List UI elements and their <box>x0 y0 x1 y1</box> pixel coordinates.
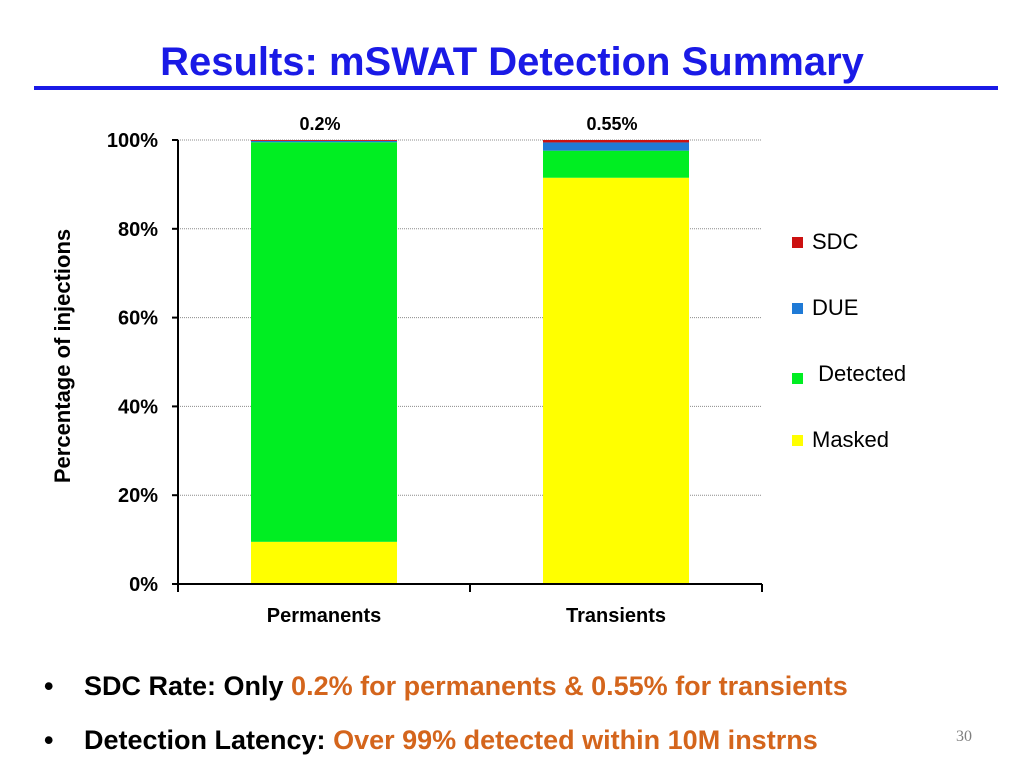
bullet-text: SDC Rate: Only 0.2% for permanents & 0.5… <box>84 668 848 704</box>
y-tick-label: 40% <box>118 396 158 418</box>
bullet-dot: • <box>44 725 54 755</box>
legend-swatch-masked <box>792 435 803 446</box>
page-number: 30 <box>956 728 972 745</box>
bar-segment-detected <box>251 142 397 542</box>
y-tick-label: 80% <box>118 219 158 241</box>
bullet-lead: SDC Rate: Only <box>84 671 292 701</box>
bar-segment-sdc <box>543 140 689 143</box>
bullet-list: • SDC Rate: Only 0.2% for permanents & 0… <box>44 668 984 776</box>
y-tick-label: 100% <box>107 130 158 152</box>
bar-segment-masked <box>543 177 689 585</box>
legend-label: Detected <box>812 361 907 386</box>
bullet-highlight: 0.2% for permanents & 0.55% for transien… <box>291 671 848 701</box>
y-tick-label: 20% <box>118 485 158 507</box>
data-label: 0.2% <box>299 114 340 134</box>
bar-segment-detected <box>543 150 689 178</box>
slide-title: Results: mSWAT Detection Summary <box>160 40 864 84</box>
legend-swatch-due <box>792 303 803 314</box>
legend-swatch-detected <box>792 373 803 384</box>
bullet-text: Detection Latency: Over 99% detected wit… <box>84 722 818 758</box>
y-tick-label: 60% <box>118 308 158 330</box>
bullet-highlight: Over 99% detected within 10M instrns <box>333 725 818 755</box>
bullet-detection-latency: • Detection Latency: Over 99% detected w… <box>44 722 984 776</box>
bar-segment-due <box>251 140 397 143</box>
bar-segment-masked <box>251 541 397 584</box>
legend-label: SDC <box>812 229 859 254</box>
x-tick-label: Transients <box>566 605 666 627</box>
legend-label: DUE <box>812 295 859 320</box>
bullet-dot: • <box>44 671 54 701</box>
bar-segment-sdc <box>251 140 397 141</box>
title-underline <box>34 86 998 90</box>
bullet-lead: Detection Latency: <box>84 725 334 755</box>
bar-segment-due <box>543 142 689 151</box>
x-tick-label: Permanents <box>267 605 382 627</box>
data-label: 0.55% <box>586 114 637 134</box>
legend-label: Masked <box>812 427 890 452</box>
y-tick-label: 0% <box>129 574 158 596</box>
bullet-sdc-rate: • SDC Rate: Only 0.2% for permanents & 0… <box>44 668 984 722</box>
legend-swatch-sdc <box>792 237 803 248</box>
y-axis-title: Percentage of injections <box>50 229 75 483</box>
